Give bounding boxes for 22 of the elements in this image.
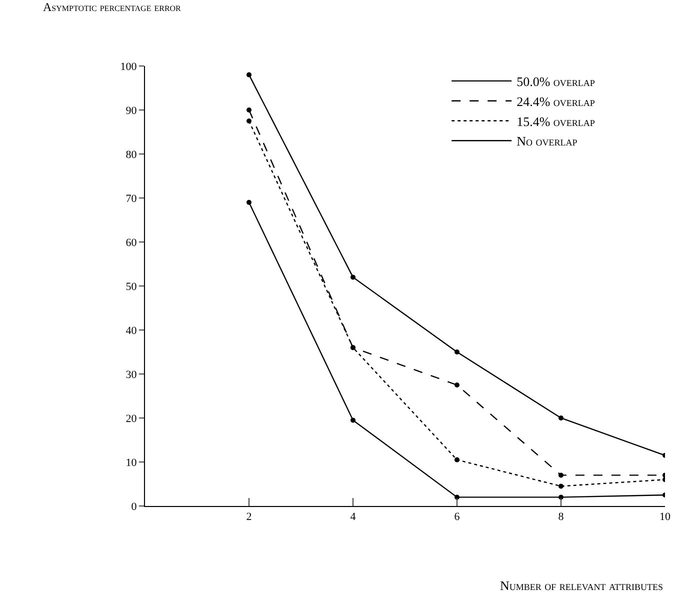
y-tick-label: 80 [126, 148, 138, 161]
legend-label: 24.4% overlap [516, 94, 595, 109]
y-tick-label: 60 [126, 236, 138, 249]
legend-label: 15.4% overlap [516, 114, 595, 129]
y-tick-label: 40 [126, 324, 138, 337]
x-tick-label: 6 [454, 511, 460, 524]
legend-label: 50.0% overlap [516, 74, 595, 90]
y-axis-title: Asymptotic percentage error [43, 0, 182, 14]
y-tick-label: 20 [126, 412, 138, 425]
y-tick-label: 90 [126, 104, 138, 117]
y-tick-label: 10 [126, 456, 138, 469]
x-tick-label: 8 [558, 511, 564, 524]
y-tick-label: 70 [126, 192, 138, 205]
legend-label: No overlap [516, 134, 578, 149]
x-tick-label: 2 [246, 511, 252, 524]
y-tick-label: 50 [126, 280, 138, 293]
y-tick-label: 30 [126, 368, 138, 381]
y-tick-label: 0 [131, 500, 138, 513]
y-tick-label: 100 [120, 60, 138, 73]
x-tick-label: 10 [660, 511, 671, 524]
x-axis-title: Number of relevant attributes [500, 578, 663, 593]
x-tick-label: 4 [350, 511, 356, 524]
